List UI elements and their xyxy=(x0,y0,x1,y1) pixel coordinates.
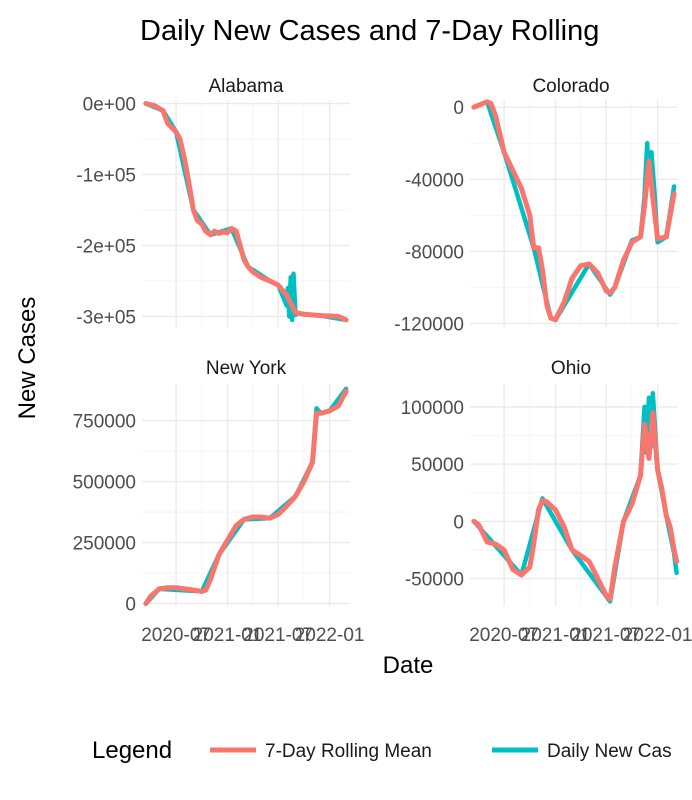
facet-strip-label: Ohio xyxy=(551,358,591,379)
facet-strip-label: New York xyxy=(206,358,287,379)
x-tick-label: 2022-01 xyxy=(623,625,692,646)
y-tick-label: 0 xyxy=(453,98,464,119)
x-tick-label: 2022-01 xyxy=(295,625,365,646)
x-axis-title: Date xyxy=(383,652,434,679)
x-tick-label: 2021-07 xyxy=(571,625,641,646)
y-tick-label: 750000 xyxy=(73,412,136,433)
x-tick-label: 2020-07 xyxy=(141,625,211,646)
chart-title: Daily New Cases and 7-Day Rolling xyxy=(140,15,599,47)
facet-panel-new-york: 0 250000 500000 750000 2020-072021-012021-07… xyxy=(73,358,365,646)
facet-strip-label: Colorado xyxy=(532,76,609,97)
legend-entry-label: 7-Day Rolling Mean xyxy=(265,741,432,762)
y-tick-label: -3e+05 xyxy=(76,307,136,328)
y-tick-label: -2e+05 xyxy=(76,236,136,257)
y-tick-label: 0 xyxy=(125,595,136,616)
series-line-7-day-rolling-mean xyxy=(143,388,349,607)
facet-panels: 0e+00 -1e+05 -2e+05 -3e+05 Alabama 0 -40000 -80… xyxy=(73,76,692,646)
y-tick-label: 50000 xyxy=(411,455,464,476)
y-tick-label: -1e+05 xyxy=(76,165,136,186)
facet-panel-alabama: 0e+00 -1e+05 -2e+05 -3e+05 Alabama xyxy=(76,76,350,328)
y-tick-label: 100000 xyxy=(401,398,464,419)
legend-title: Legend xyxy=(92,737,172,764)
legend-entries: 7-Day Rolling Mean Daily New Cas xyxy=(210,741,672,762)
y-tick-label: -40000 xyxy=(405,170,464,191)
y-tick-label: 500000 xyxy=(73,473,136,494)
facet-strip-label: Alabama xyxy=(209,76,284,97)
y-tick-label: 0 xyxy=(453,512,464,533)
y-axis-title: New Cases xyxy=(14,297,41,420)
x-tick-label: 2021-01 xyxy=(521,625,591,646)
y-tick-label: 0e+00 xyxy=(83,95,136,116)
series-line-7-day-rolling-mean xyxy=(143,101,349,323)
y-tick-label: -50000 xyxy=(405,570,464,591)
facet-panel-colorado: 0 -40000 -80000 -120000 Colorado xyxy=(394,76,678,335)
legend-entry-label: Daily New Cas xyxy=(547,741,672,762)
x-tick-label: 2020-07 xyxy=(469,625,539,646)
legend: Legend 7-Day Rolling Mean Daily New Cas xyxy=(92,737,672,764)
x-tick-label: 2021-01 xyxy=(193,625,263,646)
facet-panel-ohio: -50000 0 50000 100000 2020-072021-012021-072… xyxy=(401,358,692,646)
series-line-7-day-rolling-mean xyxy=(471,410,680,602)
x-tick-label: 2021-07 xyxy=(243,625,313,646)
y-tick-label: -80000 xyxy=(405,242,464,263)
y-tick-label: 250000 xyxy=(73,534,136,555)
y-tick-label: -120000 xyxy=(394,314,464,335)
series-line-7-day-rolling-mean xyxy=(471,99,677,323)
panel-background xyxy=(142,100,350,327)
